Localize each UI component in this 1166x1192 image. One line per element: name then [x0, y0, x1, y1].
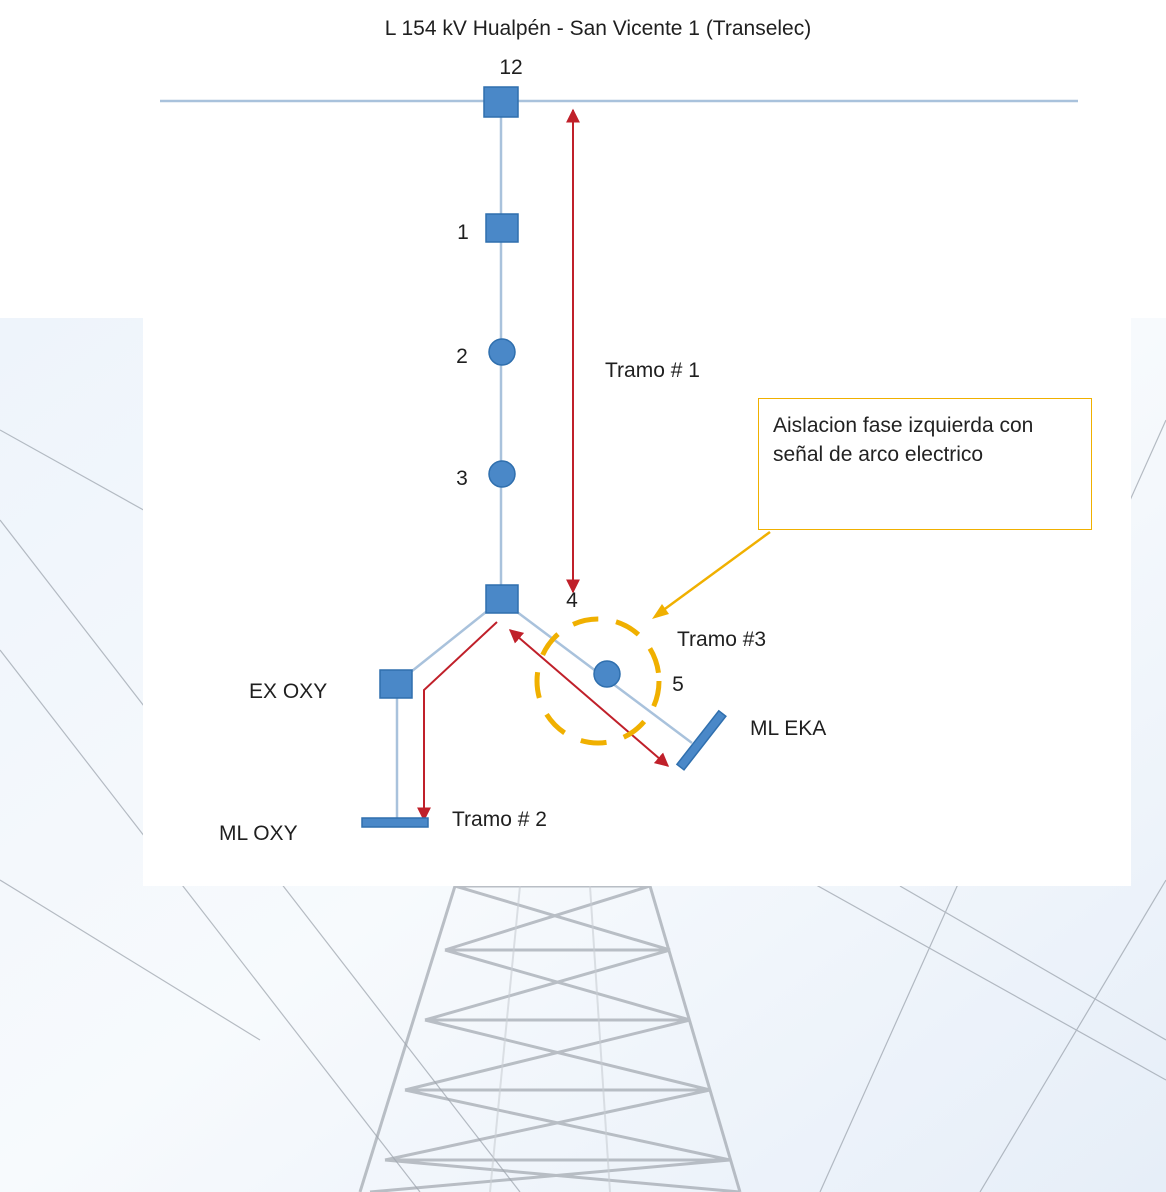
label-node-3: 3 [456, 467, 468, 490]
label-ex-oxy: EX OXY [249, 680, 327, 703]
branch-line-oxy [396, 599, 502, 684]
callout-text: Aislacion fase izquierda con señal de ar… [773, 414, 1034, 467]
label-node-4: 4 [566, 589, 578, 612]
ml-eka-bar [675, 709, 727, 771]
tramo-2-arrow [417, 621, 498, 822]
label-node-2: 2 [456, 345, 468, 368]
node-4-square [485, 584, 519, 614]
node-5-circle [593, 660, 621, 688]
label-node-12: 12 [499, 56, 522, 79]
ml-oxy-bar [361, 817, 429, 828]
label-ml-eka: ML EKA [750, 717, 826, 740]
label-node-5: 5 [672, 673, 684, 696]
label-tramo-1: Tramo # 1 [605, 359, 700, 382]
node-3-circle [488, 460, 516, 488]
fault-highlight-ellipse [534, 616, 662, 746]
label-node-1: 1 [457, 221, 469, 244]
node-2-circle [488, 338, 516, 366]
callout-note: Aislacion fase izquierda con señal de ar… [758, 398, 1092, 530]
callout-arrowhead [652, 604, 669, 619]
node-12-square [483, 86, 519, 118]
callout-connector [657, 530, 771, 616]
diagram-title: L 154 kV Hualpén - San Vicente 1 (Transe… [385, 17, 811, 40]
label-tramo-3: Tramo #3 [677, 628, 766, 651]
ex-oxy-square [379, 669, 413, 699]
label-tramo-2: Tramo # 2 [452, 808, 547, 831]
label-ml-oxy: ML OXY [219, 822, 298, 845]
node-1-square [485, 213, 519, 243]
tramo-3-arrow [508, 629, 670, 767]
